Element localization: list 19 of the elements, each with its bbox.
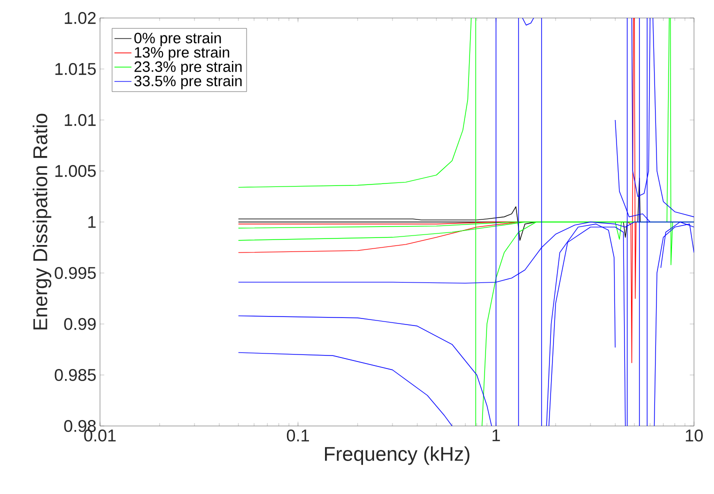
y-tick-label: 1.005	[55, 164, 96, 177]
legend-label: 0% pre strain	[134, 32, 221, 46]
y-tick-label: 1	[88, 216, 96, 228]
x-tick-label: 10	[686, 430, 703, 442]
y-tick-label: 0.995	[54, 266, 96, 279]
x-tick-label: 0.01	[84, 430, 116, 442]
y-tick-label: 0.98	[64, 420, 96, 432]
legend-label: 13% pre strain	[134, 46, 230, 61]
y-tick-label: 1.015	[55, 62, 96, 75]
x-tick-label: 1	[492, 430, 500, 442]
x-tick-label: 0.1	[286, 430, 309, 442]
y-tick-label: 0.99	[64, 318, 96, 330]
y-tick-label: 1.02	[64, 12, 96, 24]
x-axis-title: Frequency (kHz)	[325, 446, 470, 465]
y-axis-title: Energy Dissipation Ratio	[32, 114, 52, 330]
y-tick-label: 0.985	[54, 368, 96, 381]
legend-label: 33.5% pre strain	[134, 75, 242, 90]
y-tick-label: 1.01	[64, 114, 96, 126]
legend-label: 23.3% pre strain	[134, 60, 242, 75]
